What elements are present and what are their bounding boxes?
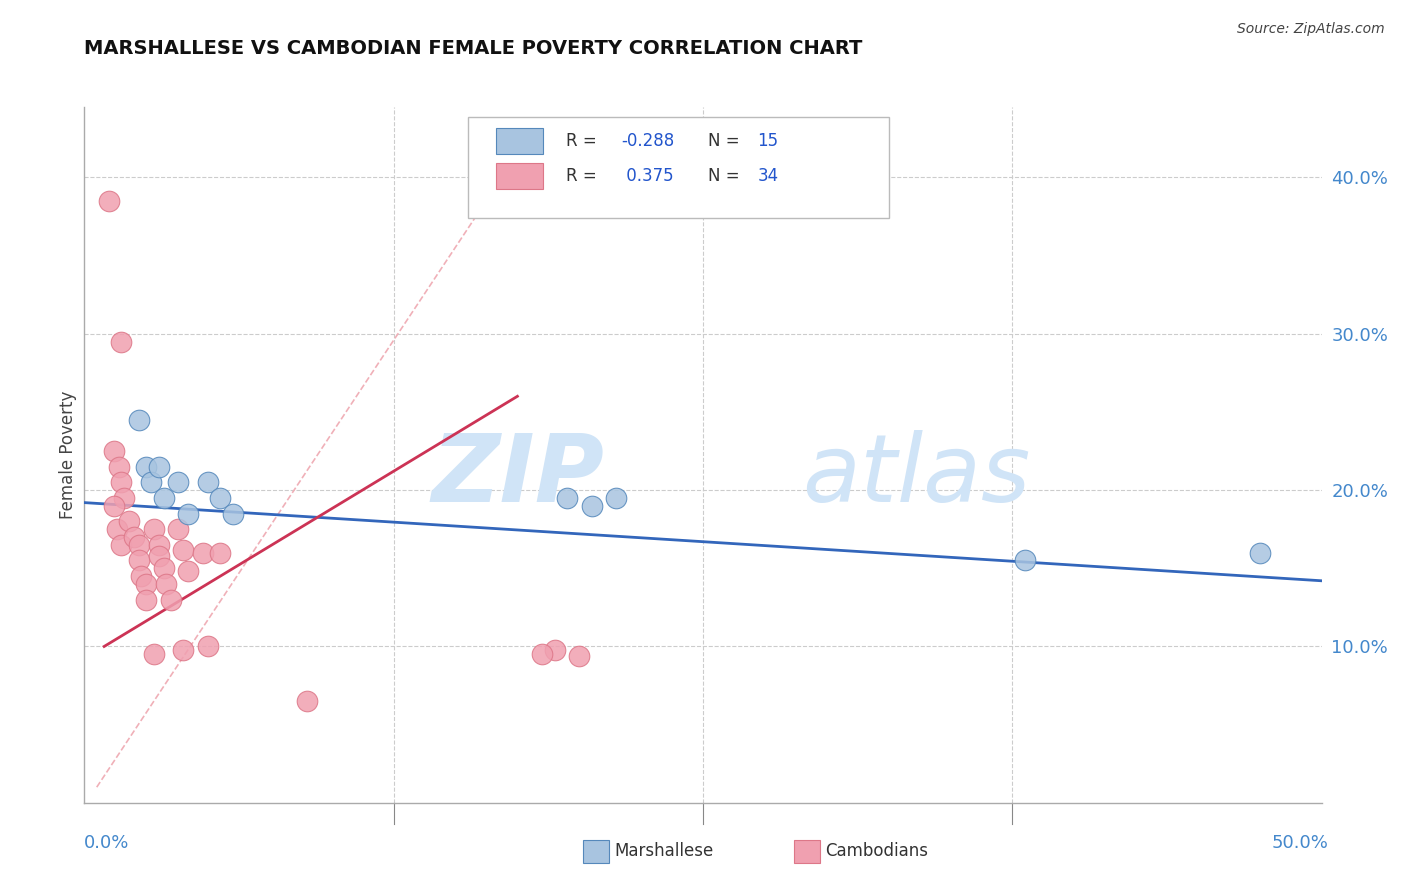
Point	[177, 507, 200, 521]
Text: 34: 34	[758, 167, 779, 185]
Point	[148, 459, 170, 474]
Point	[167, 475, 190, 490]
Point	[568, 648, 591, 663]
Text: N =: N =	[709, 167, 745, 185]
Point	[129, 569, 152, 583]
Point	[172, 542, 194, 557]
Point	[160, 592, 183, 607]
Point	[128, 538, 150, 552]
Point	[543, 642, 565, 657]
Point	[110, 334, 132, 349]
Text: Cambodians: Cambodians	[825, 842, 928, 860]
Point	[152, 491, 174, 505]
Point	[295, 694, 318, 708]
Point	[103, 499, 125, 513]
Point	[118, 514, 141, 528]
Point	[209, 491, 232, 505]
Point	[142, 522, 165, 536]
Text: -0.288: -0.288	[621, 132, 675, 150]
Point	[135, 459, 157, 474]
Point	[1249, 546, 1271, 560]
Point	[1014, 553, 1036, 567]
Point	[191, 546, 214, 560]
Text: MARSHALLESE VS CAMBODIAN FEMALE POVERTY CORRELATION CHART: MARSHALLESE VS CAMBODIAN FEMALE POVERTY …	[84, 39, 863, 58]
Point	[531, 647, 554, 661]
Point	[103, 444, 125, 458]
Point	[105, 522, 128, 536]
Point	[122, 530, 145, 544]
Point	[152, 561, 174, 575]
Point	[108, 459, 131, 474]
Text: N =: N =	[709, 132, 745, 150]
Point	[135, 592, 157, 607]
Point	[148, 549, 170, 563]
Text: atlas: atlas	[801, 430, 1031, 521]
Point	[555, 491, 578, 505]
Point	[197, 640, 219, 654]
Point	[110, 538, 132, 552]
Text: 0.0%: 0.0%	[84, 834, 129, 852]
Point	[128, 413, 150, 427]
FancyBboxPatch shape	[496, 162, 543, 189]
Y-axis label: Female Poverty: Female Poverty	[59, 391, 77, 519]
Text: 0.375: 0.375	[621, 167, 673, 185]
Text: 15: 15	[758, 132, 779, 150]
Point	[581, 499, 603, 513]
Text: Source: ZipAtlas.com: Source: ZipAtlas.com	[1237, 22, 1385, 37]
FancyBboxPatch shape	[468, 118, 889, 219]
Point	[155, 577, 177, 591]
Point	[222, 507, 245, 521]
Point	[112, 491, 135, 505]
Point	[177, 565, 200, 579]
Point	[110, 475, 132, 490]
Text: R =: R =	[565, 167, 602, 185]
Point	[142, 647, 165, 661]
Point	[128, 553, 150, 567]
Point	[172, 642, 194, 657]
Text: ZIP: ZIP	[432, 430, 605, 522]
Point	[167, 522, 190, 536]
Point	[209, 546, 232, 560]
Point	[98, 194, 121, 208]
Point	[135, 577, 157, 591]
Point	[605, 491, 627, 505]
Text: Marshallese: Marshallese	[614, 842, 714, 860]
FancyBboxPatch shape	[496, 128, 543, 154]
Text: R =: R =	[565, 132, 602, 150]
Text: 50.0%: 50.0%	[1272, 834, 1329, 852]
Point	[141, 475, 163, 490]
Point	[197, 475, 219, 490]
Point	[148, 538, 170, 552]
